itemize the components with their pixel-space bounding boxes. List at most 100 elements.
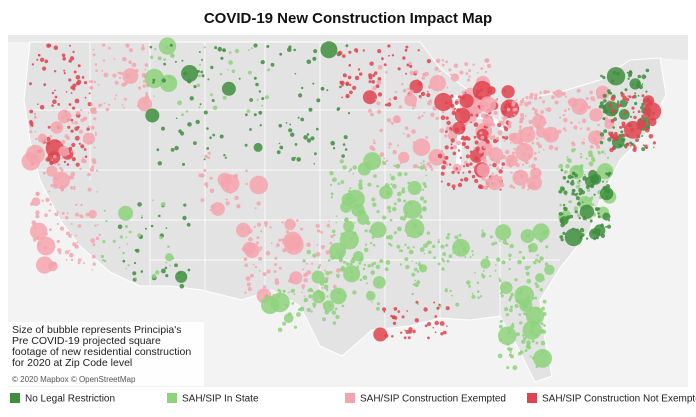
bubble bbox=[332, 321, 337, 325]
bubble bbox=[588, 169, 598, 180]
bubble bbox=[223, 154, 226, 157]
bubble bbox=[441, 110, 445, 114]
bubble bbox=[94, 132, 98, 135]
bubble bbox=[529, 355, 532, 358]
legend-label: No Legal Restriction bbox=[25, 394, 115, 405]
bubble bbox=[602, 185, 608, 191]
bubble bbox=[329, 270, 333, 274]
bubble bbox=[90, 80, 94, 84]
bubble bbox=[613, 114, 616, 117]
bubble bbox=[121, 82, 126, 87]
bubble bbox=[395, 164, 400, 169]
bubble bbox=[509, 243, 514, 249]
bubble bbox=[495, 137, 499, 141]
bubble bbox=[359, 278, 363, 282]
bubble bbox=[580, 233, 585, 237]
bubble bbox=[452, 187, 455, 191]
bubble bbox=[627, 95, 629, 97]
bubble bbox=[341, 84, 344, 87]
bubble bbox=[279, 145, 284, 150]
bubble bbox=[220, 56, 224, 60]
bubble bbox=[306, 59, 312, 65]
bubble bbox=[422, 160, 425, 163]
legend-label: SAH/SIP Construction Not Exempted bbox=[542, 394, 696, 405]
bubble bbox=[73, 185, 76, 188]
bubble bbox=[537, 259, 541, 264]
bubble bbox=[103, 102, 106, 105]
legend-swatch bbox=[345, 393, 355, 403]
bubble bbox=[605, 180, 609, 183]
bubble bbox=[122, 251, 125, 255]
bubble bbox=[377, 92, 383, 97]
bubble bbox=[362, 267, 366, 271]
bubble bbox=[528, 249, 532, 253]
bubble bbox=[88, 140, 92, 145]
bubble bbox=[385, 70, 388, 74]
bubble bbox=[140, 270, 144, 273]
bubble bbox=[536, 137, 539, 140]
bubble bbox=[379, 152, 385, 157]
bubble bbox=[629, 141, 632, 145]
bubble bbox=[258, 269, 261, 272]
bubble bbox=[353, 221, 356, 224]
bubble bbox=[548, 145, 554, 150]
bubble bbox=[632, 111, 635, 114]
bubble bbox=[209, 176, 213, 180]
bubble bbox=[82, 116, 88, 121]
bubble bbox=[285, 230, 289, 234]
bubble bbox=[407, 181, 422, 195]
bubble bbox=[41, 199, 44, 202]
bubble bbox=[434, 92, 453, 112]
bubble bbox=[546, 107, 552, 113]
bubble bbox=[54, 95, 58, 99]
bubble bbox=[465, 163, 470, 168]
bubble bbox=[198, 51, 201, 53]
bubble bbox=[399, 216, 404, 221]
bubble bbox=[339, 159, 344, 164]
bubble bbox=[274, 278, 279, 283]
bubble bbox=[464, 62, 469, 67]
bubble bbox=[497, 130, 503, 135]
bubble bbox=[156, 148, 160, 152]
bubble bbox=[284, 218, 296, 231]
bubble bbox=[118, 205, 134, 221]
bubble bbox=[114, 97, 117, 100]
bubble bbox=[246, 226, 249, 229]
bubble bbox=[249, 175, 268, 195]
bubble bbox=[644, 144, 648, 149]
bubble bbox=[352, 172, 355, 175]
bubble bbox=[423, 307, 428, 312]
bubble bbox=[75, 203, 78, 206]
bubble bbox=[412, 329, 416, 334]
bubble bbox=[214, 46, 218, 50]
bubble bbox=[383, 157, 386, 160]
bubble bbox=[357, 68, 361, 71]
bubble bbox=[479, 124, 484, 129]
bubble bbox=[149, 45, 153, 49]
bubble bbox=[245, 276, 251, 282]
bubble bbox=[597, 123, 600, 127]
bubble bbox=[464, 92, 467, 94]
bubble bbox=[397, 118, 401, 123]
bubble bbox=[101, 69, 104, 72]
bubble bbox=[512, 103, 515, 106]
bubble bbox=[504, 135, 507, 138]
bubble bbox=[495, 224, 512, 241]
bubble bbox=[397, 144, 400, 147]
bubble bbox=[370, 112, 374, 117]
bubble bbox=[124, 224, 129, 229]
bubble bbox=[501, 162, 506, 166]
bubble bbox=[593, 224, 606, 236]
bubble bbox=[89, 86, 94, 90]
bubble bbox=[336, 268, 341, 273]
bubble bbox=[519, 126, 536, 143]
bubble bbox=[424, 324, 428, 328]
bubble bbox=[440, 244, 445, 249]
bubble bbox=[453, 63, 459, 68]
bubble bbox=[515, 99, 518, 102]
bubble bbox=[144, 68, 164, 89]
bubble bbox=[520, 229, 535, 244]
bubble bbox=[468, 69, 472, 73]
bubble bbox=[518, 129, 523, 134]
bubble bbox=[370, 270, 376, 275]
